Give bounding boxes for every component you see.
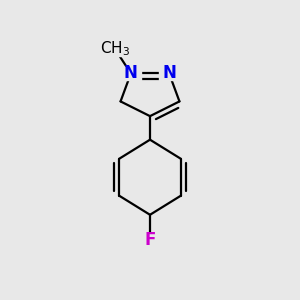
Text: N: N [124,64,138,82]
Text: CH$_3$: CH$_3$ [100,39,130,58]
Bar [97,41,126,56]
Text: N: N [162,64,176,82]
Bar [159,67,179,80]
Bar [121,67,141,80]
Bar [141,233,159,246]
Text: F: F [144,231,156,249]
